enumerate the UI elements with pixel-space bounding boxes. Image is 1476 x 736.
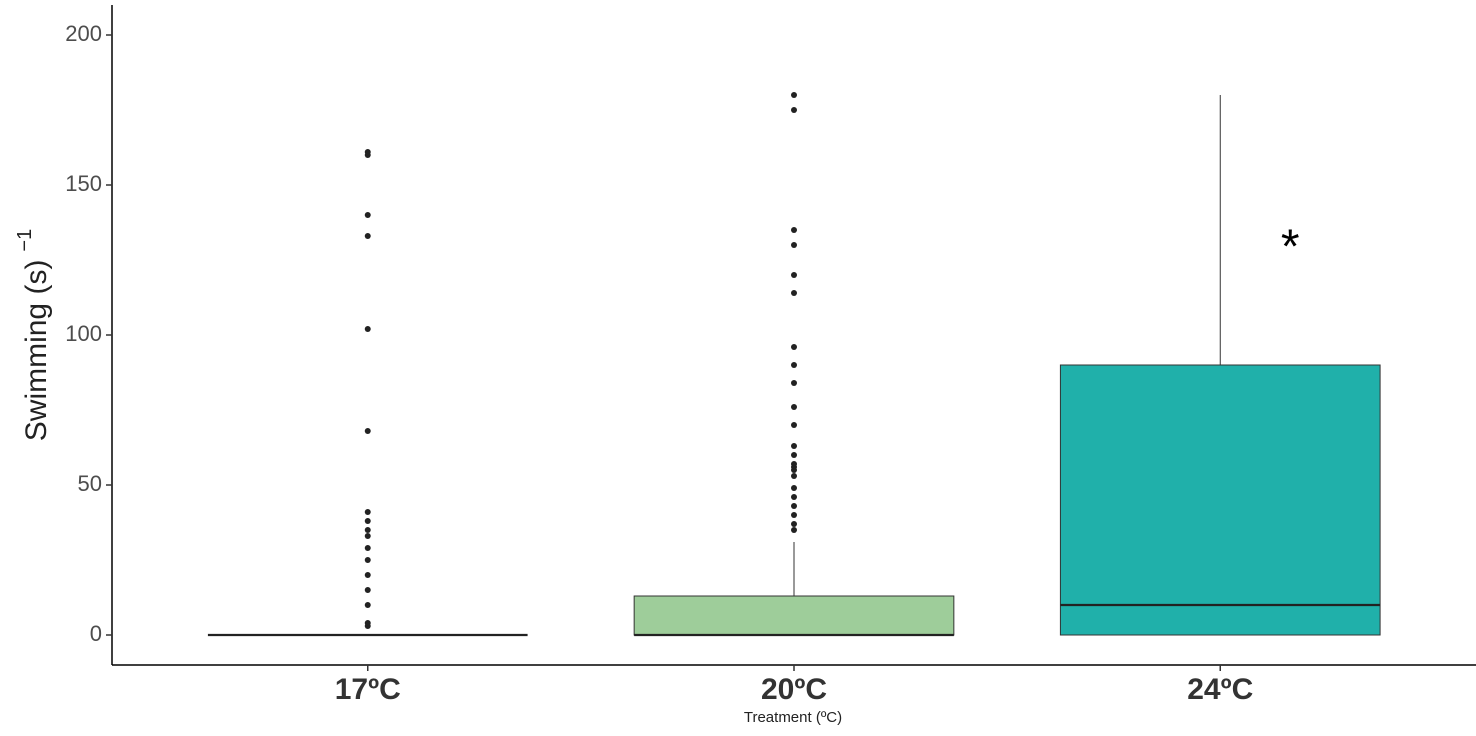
outlier — [364, 212, 371, 218]
outlier — [364, 509, 371, 515]
outlier — [791, 227, 797, 233]
y-axis-title-superscript: −1 — [14, 229, 36, 252]
outlier — [791, 344, 797, 350]
outlier — [791, 485, 797, 491]
outlier — [791, 242, 797, 248]
y-tick-label: 200 — [65, 21, 102, 46]
outlier — [791, 443, 797, 449]
outlier — [791, 290, 797, 296]
outlier — [791, 272, 797, 278]
outlier — [791, 527, 797, 533]
outlier — [791, 404, 797, 410]
annotation: * — [1281, 221, 1300, 274]
y-tick-label: 150 — [65, 171, 102, 196]
outlier — [791, 452, 797, 458]
outlier — [364, 518, 371, 524]
outlier — [364, 557, 371, 563]
outlier — [364, 428, 371, 434]
box — [1059, 364, 1381, 636]
y-axis-title-main: Swimming (s) — [20, 260, 53, 442]
outlier — [364, 587, 371, 593]
outlier — [791, 380, 797, 386]
outlier — [364, 533, 371, 539]
x-tick-label: 17ºC — [335, 673, 401, 706]
x-axis-title: Treatment (ºC) — [744, 709, 842, 726]
outlier — [791, 362, 797, 368]
outlier — [791, 512, 797, 518]
y-tick-label: 0 — [90, 621, 102, 646]
x-tick-label: 24ºC — [1187, 673, 1253, 706]
outlier — [364, 233, 371, 239]
y-tick-label: 100 — [65, 321, 102, 346]
x-tick-label: 20ºC — [761, 673, 827, 706]
y-axis-title: Swimming (s) −1 — [14, 229, 53, 441]
outlier — [791, 107, 797, 113]
outlier — [791, 503, 797, 509]
outlier — [364, 602, 371, 608]
outlier — [791, 92, 797, 98]
outlier — [791, 494, 797, 500]
outlier — [364, 527, 371, 533]
outlier — [791, 461, 797, 467]
outlier — [364, 572, 371, 578]
box — [633, 595, 955, 636]
outlier — [791, 473, 797, 479]
outlier — [364, 149, 371, 155]
outlier — [364, 545, 371, 551]
outlier — [791, 422, 797, 428]
outlier — [364, 326, 371, 332]
y-tick-label: 50 — [78, 471, 102, 496]
outlier — [364, 620, 371, 626]
outlier — [791, 521, 797, 527]
